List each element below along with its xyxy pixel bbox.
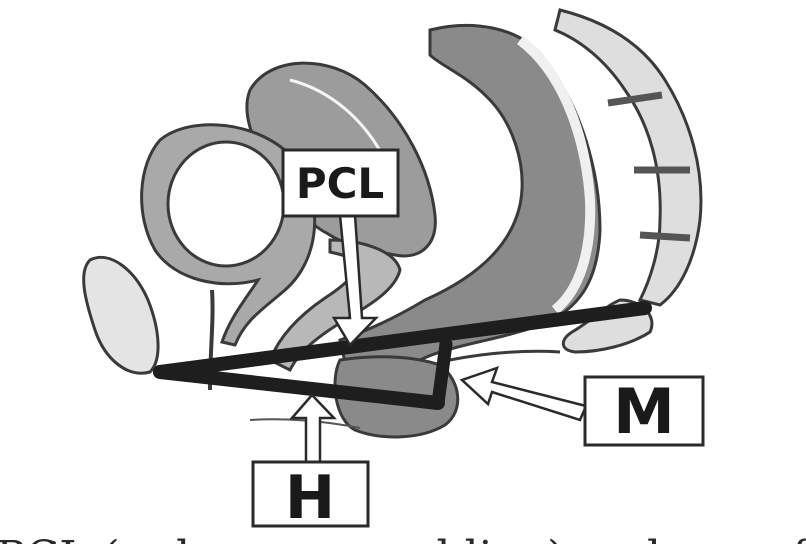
h-line: [153, 365, 445, 410]
pcl-arrow: [331, 213, 379, 348]
uterus-highlight: [289, 78, 387, 161]
vertebra-band-1: [607, 91, 663, 107]
h-arrow: [289, 393, 337, 464]
posterior-fold: [249, 418, 361, 429]
bladder-lumen: [166, 140, 286, 268]
m-line: [431, 337, 453, 410]
h-label-text: H: [285, 463, 335, 533]
pubic-bone: [82, 255, 160, 375]
sacrum-outline: [553, 8, 703, 307]
pubic-bone-shape: [82, 255, 160, 375]
h-label-box: [251, 460, 370, 528]
vertebra-band-3: [639, 231, 691, 242]
pcl-label-text: PCL: [296, 159, 384, 208]
pcl-label: PCL: [281, 148, 400, 218]
levator-plate: [449, 349, 561, 362]
caption-text: PCL (pubococcygeal line) and seen fr: [0, 532, 806, 544]
arrows: [289, 213, 588, 464]
reference-lines: [153, 301, 652, 410]
rectum-inner-wall: [516, 36, 596, 314]
pcl-label-box: [281, 148, 400, 218]
m-arrow: [459, 365, 588, 422]
pcl-line: [153, 301, 652, 379]
m-label: M: [583, 375, 705, 448]
m-label-text: M: [613, 375, 675, 448]
m-label-box: [583, 375, 705, 447]
h-label: H: [251, 460, 370, 533]
